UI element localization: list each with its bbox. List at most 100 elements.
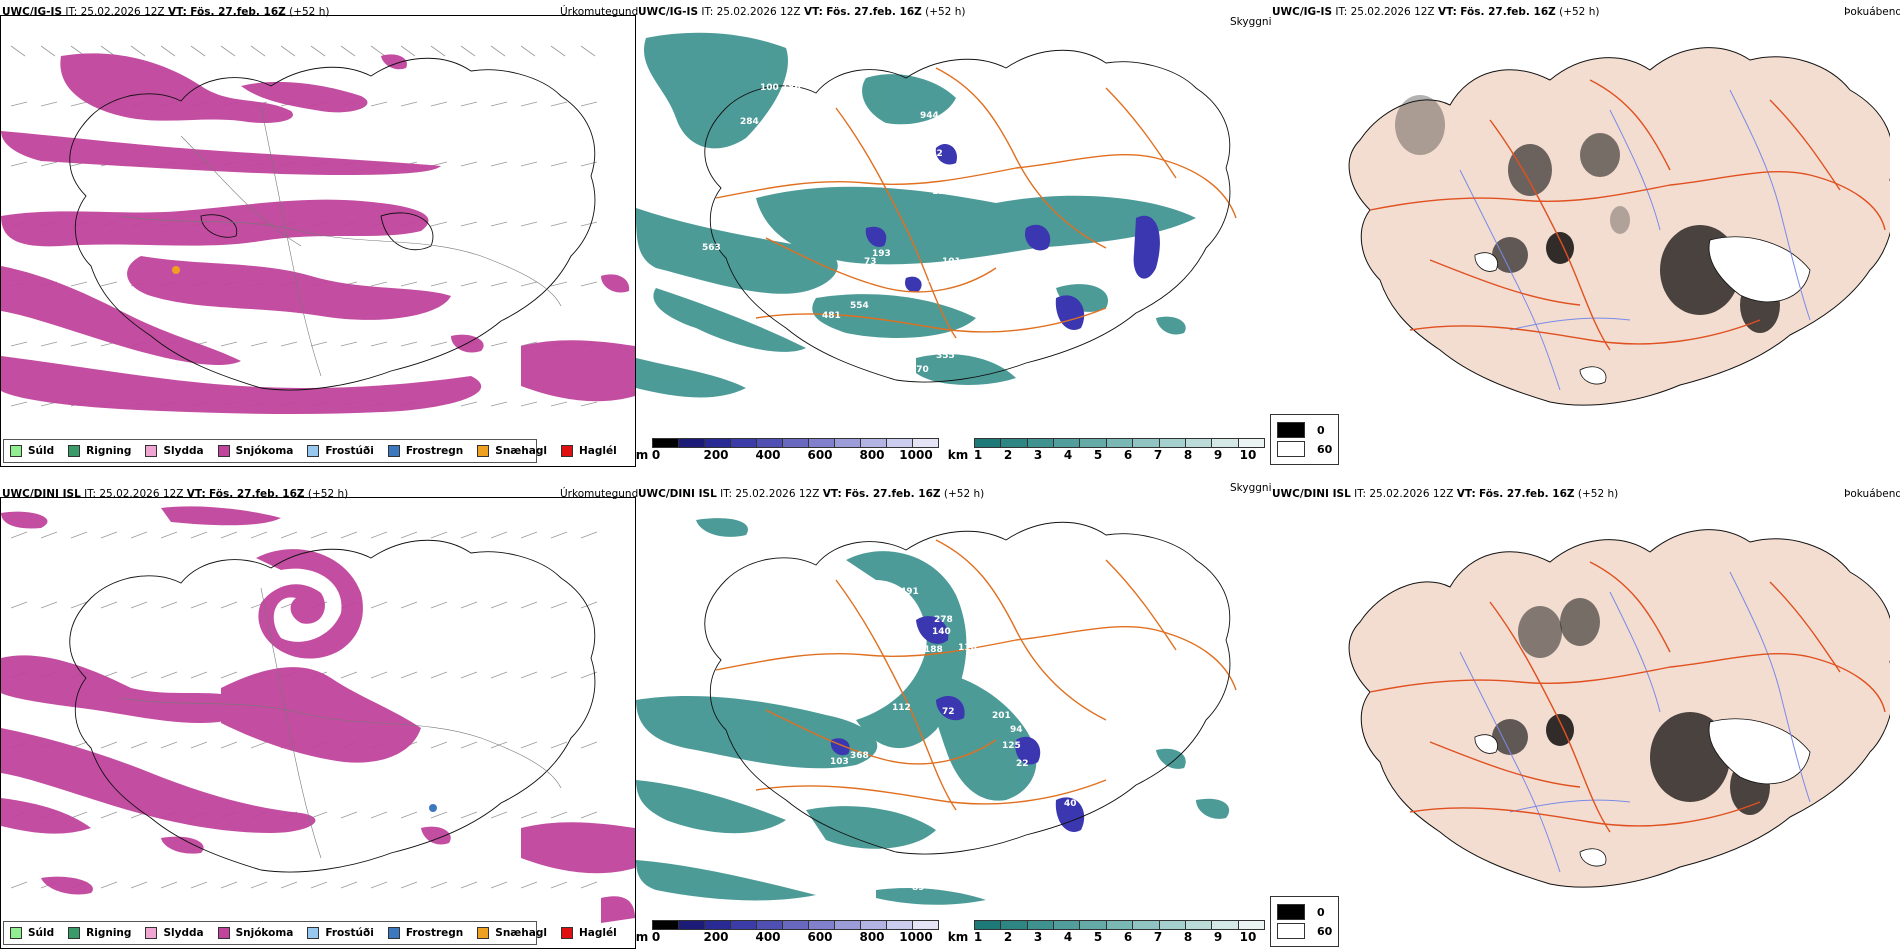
svg-text:263: 263	[888, 603, 907, 613]
fog-index-map	[1310, 512, 1890, 902]
colorbar-segment	[834, 438, 860, 448]
low-cloud-areas	[830, 616, 1085, 832]
visibility-map-svg: 100 186 284 944 334 257 112 127 563 193 …	[636, 32, 1237, 398]
colorbar-tick: 400	[755, 930, 781, 944]
svg-text:112: 112	[892, 703, 911, 713]
svg-text:563: 563	[702, 243, 721, 253]
legend-item-snow-grains: Snæhagl	[477, 445, 547, 457]
colorbar-tick: 600	[807, 448, 833, 462]
precip-type-panel: UWC/IG-IS IT: 25.02.2026 12Z VT: Fös. 27…	[0, 0, 640, 470]
visibility-areas	[636, 518, 1230, 905]
svg-text:72: 72	[942, 707, 955, 717]
colorbar-segment	[886, 438, 912, 448]
legend-item-freezing-rain: Frostregn	[387, 927, 463, 939]
forecast-row-dini-isl: UWC/DINI ISL IT: 25.02.2026 12Z VT: Fös.…	[0, 482, 1900, 952]
colorbar-segment	[834, 920, 860, 930]
svg-text:284: 284	[740, 117, 759, 127]
legend-swatch	[10, 445, 22, 457]
visibility-panel: UWC/DINI ISL IT: 25.02.2026 12Z VT: Fös.…	[636, 482, 1272, 952]
coastline	[704, 49, 1231, 383]
colorbar-tick: 4	[1063, 930, 1073, 944]
legend-item-freezing-drizzle: Frostúði	[307, 927, 374, 939]
legend-swatch	[1277, 422, 1305, 438]
panel-header: UWC/DINI ISL IT: 25.02.2026 12Z VT: Fös.…	[638, 488, 985, 500]
legend-swatch	[307, 445, 320, 457]
fog-legend-row: 0	[1277, 904, 1332, 920]
colorbar-segment	[1237, 920, 1264, 930]
svg-text:89: 89	[912, 883, 925, 893]
visibility-map: 100 186 284 944 334 257 112 127 563 193 …	[636, 28, 1272, 428]
colorbar-segment	[1079, 438, 1106, 448]
colorbar-segment	[1184, 920, 1212, 930]
precip-map-svg	[1, 506, 635, 923]
legend-swatch	[387, 445, 400, 457]
svg-text:334: 334	[920, 123, 939, 133]
svg-text:193: 193	[872, 249, 891, 259]
colorbar-segment	[974, 438, 1001, 448]
svg-text:36: 36	[882, 631, 895, 641]
colorbar-segment	[974, 920, 1001, 930]
svg-text:186: 186	[782, 83, 801, 93]
svg-text:368: 368	[850, 751, 869, 761]
colorbar-tick: 0	[651, 448, 661, 462]
svg-text:370: 370	[910, 365, 929, 375]
legend-swatch	[1277, 904, 1305, 920]
svg-text:103: 103	[830, 757, 849, 767]
svg-text:127: 127	[932, 187, 951, 197]
panel-title: Þokuábendi	[1844, 488, 1900, 500]
svg-text:153: 153	[926, 383, 945, 393]
colorbar-segment	[808, 438, 834, 448]
visibility-panel: UWC/IG-IS IT: 25.02.2026 12Z VT: Fös. 27…	[636, 0, 1272, 470]
colorbar-tick: 6	[1123, 930, 1133, 944]
colorbar-segment	[912, 438, 938, 448]
visibility-colorbar-bar	[974, 920, 1265, 930]
coastline	[704, 521, 1231, 855]
colorbar-segment	[678, 920, 704, 930]
colorbar-segment	[1211, 438, 1238, 448]
colorbar-segment	[782, 438, 808, 448]
colorbar-segment	[1237, 438, 1264, 448]
legend-item-snow-grains: Snæhagl	[477, 927, 547, 939]
colorbar-segment	[1184, 438, 1212, 448]
precip-type-legend: Súld Rigning Slydda Snjókoma Frostúði Fr…	[3, 439, 617, 463]
colorbar-tick: 9	[1213, 448, 1223, 462]
fog-legend-row: 0	[1277, 422, 1332, 438]
legend-swatch	[477, 927, 490, 939]
svg-text:140: 140	[932, 627, 951, 637]
panel-title: Skyggni	[1230, 482, 1272, 494]
colorbar-tick: 3	[1033, 930, 1043, 944]
legend-swatch	[387, 927, 400, 939]
coastline	[69, 57, 596, 391]
colorbar-segment	[1132, 438, 1159, 448]
colorbar-tick: 1000	[899, 930, 933, 944]
legend-swatch	[68, 927, 81, 939]
precip-map: Súld Rigning Slydda Snjókoma Frostúði Fr…	[0, 15, 636, 467]
svg-text:94: 94	[1010, 725, 1023, 735]
colorbar-tick: 8	[1183, 930, 1193, 944]
colorbar-segment	[1000, 438, 1027, 448]
colorbar-segment	[1211, 920, 1238, 930]
fog-shading	[1395, 95, 1811, 385]
visibility-map-svg: 491 263 278 140 36 188 116 112 72 201 94…	[636, 518, 1237, 905]
colorbar-segment	[756, 920, 782, 930]
roads	[120, 587, 562, 859]
colorbar-segment	[704, 438, 730, 448]
precip-map: Súld Rigning Slydda Snjókoma Frostúði Fr…	[0, 497, 636, 949]
cloud-base-labels: 491 263 278 140 36 188 116 112 72 201 94…	[830, 587, 1077, 893]
legend-item-rain: Rigning	[68, 927, 131, 939]
svg-text:40: 40	[1064, 799, 1077, 809]
svg-text:355: 355	[936, 351, 955, 361]
colorbar-tick: 2	[1003, 448, 1013, 462]
fog-index-map	[1310, 30, 1890, 420]
svg-text:45: 45	[1066, 339, 1079, 349]
svg-text:89: 89	[1016, 271, 1029, 281]
precip-type-panel: UWC/DINI ISL IT: 25.02.2026 12Z VT: Fös.…	[0, 482, 640, 952]
colorbar-tick: 200	[703, 930, 729, 944]
svg-text:100: 100	[760, 83, 779, 93]
colorbar-segment	[860, 920, 886, 930]
legend-item-hail: Haglél	[560, 927, 617, 939]
visibility-map: 491 263 278 140 36 188 116 112 72 201 94…	[636, 500, 1272, 910]
snow-areas	[1, 53, 635, 415]
svg-text:97: 97	[908, 387, 921, 397]
colorbar-segment	[1026, 920, 1054, 930]
